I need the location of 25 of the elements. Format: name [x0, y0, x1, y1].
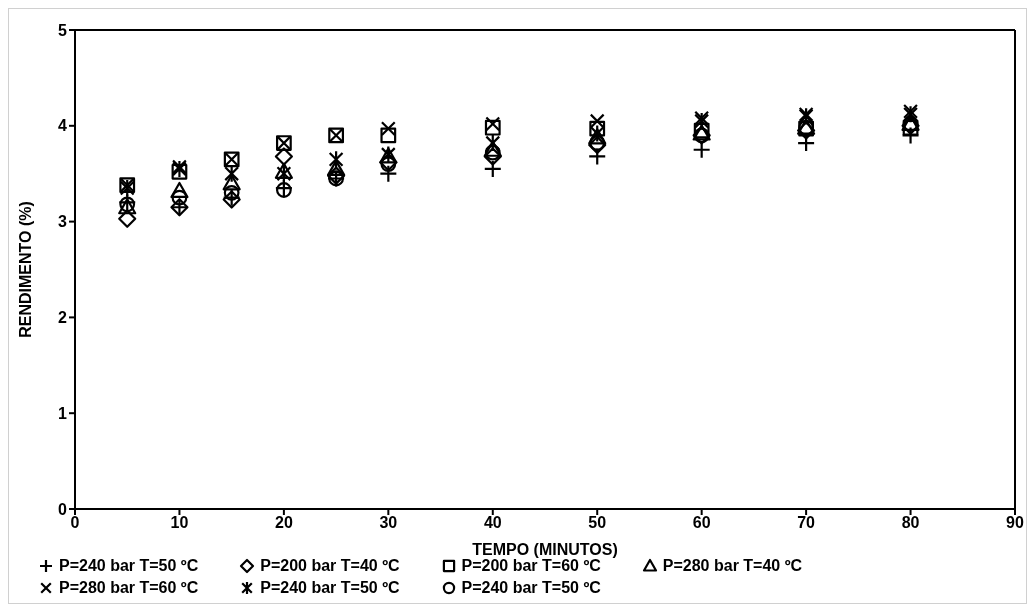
x-tick-label: 10 [170, 514, 189, 532]
y-tick-label: 5 [58, 21, 68, 39]
legend-label: P=200 bar T=40 ºC [260, 557, 400, 575]
legend-label: P=200 bar T=60 ºC [461, 557, 601, 575]
x-tick-label: 90 [1006, 514, 1024, 532]
legend-label: P=240 bar T=50 ºC [59, 557, 199, 575]
x-tick-label: 30 [379, 514, 398, 532]
y-tick-label: 1 [58, 404, 68, 422]
y-axis-title: RENDIMENTO (%) [16, 201, 34, 338]
x-axis-title: TEMPO (MINUTOS) [472, 541, 618, 558]
x-tick-label: 50 [588, 514, 607, 532]
y-tick-label: 3 [58, 213, 68, 231]
y-tick-label: 0 [58, 500, 68, 518]
x-tick-label: 80 [901, 514, 920, 532]
x-tick-label: 40 [483, 514, 502, 532]
x-tick-label: 70 [797, 514, 816, 532]
y-tick-label: 2 [58, 309, 68, 327]
legend-label: P=240 bar T=50 ºC [260, 579, 400, 597]
legend-label: P=280 bar T=60 ºC [59, 579, 199, 597]
legend-label: P=280 bar T=40 ºC [662, 557, 803, 575]
x-tick-label: 0 [70, 514, 80, 532]
x-tick-label: 60 [692, 514, 711, 532]
y-tick-label: 4 [58, 117, 68, 135]
x-tick-label: 20 [274, 514, 293, 532]
legend-label: P=240 bar T=50 ºC [461, 579, 601, 597]
